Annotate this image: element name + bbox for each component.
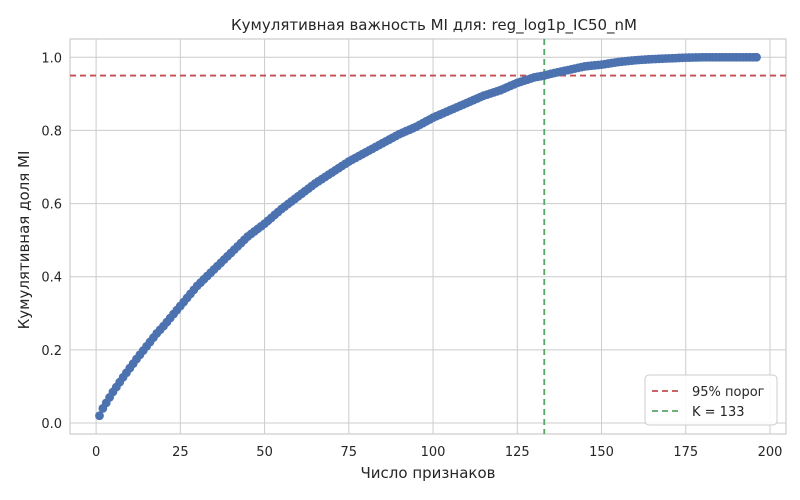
y-tick-label: 0.0 <box>41 417 62 432</box>
x-tick-label: 175 <box>673 445 698 460</box>
x-tick-label: 25 <box>172 445 189 460</box>
data-point <box>752 52 761 62</box>
reference-lines <box>70 39 786 434</box>
x-axis-label: Число признаков <box>361 464 496 482</box>
legend-k-label: K = 133 <box>692 405 745 420</box>
y-axis-ticks: 0.0 0.2 0.4 0.6 0.8 1.0 <box>41 51 62 432</box>
y-tick-label: 0.6 <box>41 198 62 213</box>
y-tick-label: 1.0 <box>41 51 62 66</box>
data-point <box>95 411 104 421</box>
x-tick-label: 200 <box>758 445 783 460</box>
legend: 95% порог K = 133 <box>644 374 778 426</box>
x-tick-label: 150 <box>589 445 614 460</box>
x-tick-label: 50 <box>256 445 273 460</box>
y-axis-label: Кумулятивная доля MI <box>15 151 33 330</box>
legend-threshold-label: 95% порог <box>692 385 765 400</box>
x-tick-label: 100 <box>421 445 446 460</box>
x-tick-label: 75 <box>341 445 358 460</box>
chart-title: Кумулятивная важность MI для: reg_log1p_… <box>231 16 637 35</box>
legend-box <box>644 374 778 426</box>
plot-frame <box>69 38 787 435</box>
y-tick-label: 0.2 <box>41 344 62 359</box>
x-axis-ticks: 0 25 50 75 100 125 150 175 200 <box>92 445 782 460</box>
y-tick-label: 0.4 <box>41 271 62 286</box>
plot-border <box>69 38 787 435</box>
x-tick-label: 125 <box>505 445 530 460</box>
x-tick-label: 0 <box>92 445 100 460</box>
y-tick-label: 0.8 <box>41 124 62 139</box>
data-points <box>95 52 761 421</box>
